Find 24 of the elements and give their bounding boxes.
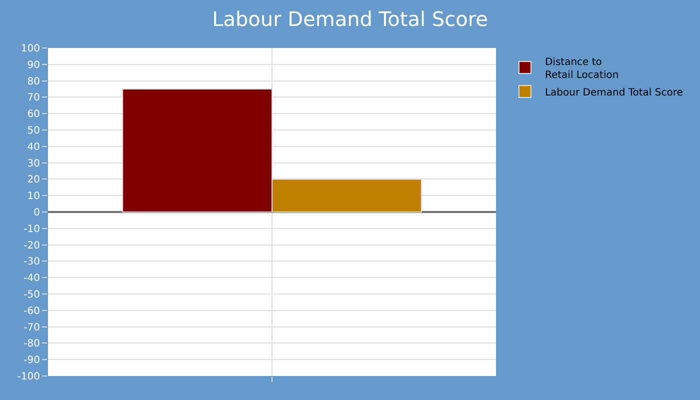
legend-label: Labour Demand Total Score bbox=[544, 87, 683, 98]
y-tick-label: -20 bbox=[24, 240, 40, 252]
y-tick-label: -90 bbox=[24, 355, 40, 366]
y-tick-label: 10 bbox=[27, 191, 40, 202]
y-tick-label: 100 bbox=[20, 44, 40, 54]
y-tick-label: 50 bbox=[27, 126, 40, 136]
y-tick-label: -60 bbox=[24, 306, 40, 317]
y-tick-label: 90 bbox=[27, 60, 40, 71]
y-tick-label: -50 bbox=[24, 290, 40, 300]
y-tick-label: 0 bbox=[34, 208, 40, 218]
chart-title: Labour Demand Total Score bbox=[212, 7, 488, 31]
y-tick-label: 70 bbox=[27, 92, 40, 104]
y-tick-label: -70 bbox=[24, 322, 40, 334]
legend-label: Distance to Retail Location bbox=[544, 56, 619, 81]
y-tick-label: -10 bbox=[24, 224, 40, 235]
y-tick-label: -80 bbox=[24, 338, 40, 350]
y-tick-label: -40 bbox=[24, 273, 40, 284]
y-tick-label: -100 bbox=[17, 372, 40, 382]
y-tick-label: 20 bbox=[27, 174, 40, 186]
y-tick-label: 60 bbox=[27, 109, 40, 120]
y-tick-label: -30 bbox=[24, 256, 40, 268]
y-tick-label: 80 bbox=[27, 76, 40, 88]
y-tick-label: 40 bbox=[27, 142, 40, 153]
y-tick-label: 30 bbox=[27, 158, 40, 170]
